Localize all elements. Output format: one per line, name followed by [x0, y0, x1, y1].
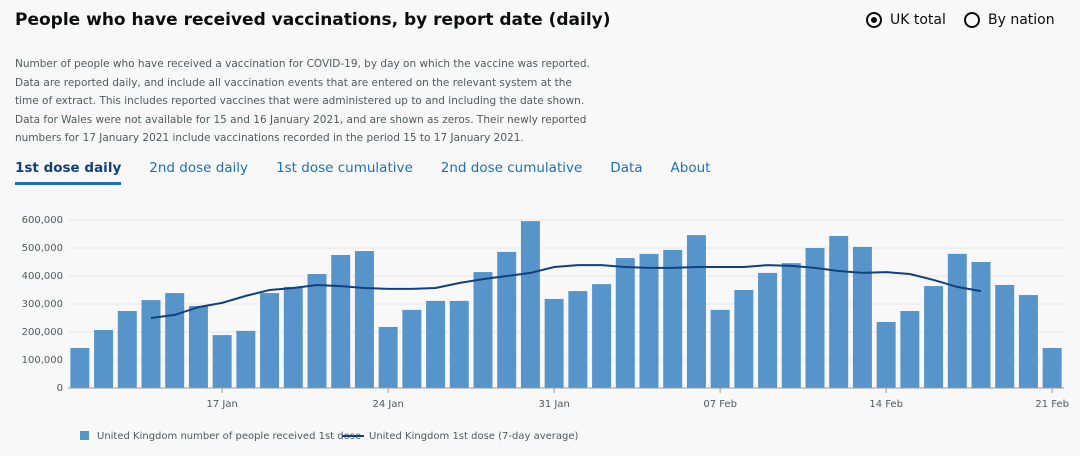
tab[interactable]: 2nd dose cumulative: [440, 160, 583, 176]
bar: [781, 263, 801, 388]
bar: [686, 235, 706, 388]
bar: [710, 309, 730, 388]
bar: [852, 246, 872, 388]
bar: [188, 305, 208, 388]
tab[interactable]: 1st dose cumulative: [276, 160, 413, 176]
x-tick-label: 31 Jan: [538, 399, 569, 410]
bar: [924, 286, 944, 388]
legend-label: United Kingdom number of people received…: [97, 431, 361, 442]
radio-uk[interactable]: UK total: [866, 12, 946, 28]
x-tick-label: 24 Jan: [372, 399, 403, 410]
bar: [236, 330, 256, 388]
bar: [426, 300, 446, 388]
bar: [378, 326, 398, 388]
bar: [876, 321, 896, 388]
bar: [497, 251, 517, 388]
radio-nation[interactable]: By nation: [964, 12, 1055, 28]
desc-line: numbers for 17 January 2021 include vacc…: [15, 132, 524, 144]
bar: [639, 253, 659, 388]
bar: [1018, 295, 1038, 388]
tab[interactable]: 1st dose daily: [15, 160, 122, 185]
y-tick-label: 600,000: [22, 215, 63, 226]
y-tick-label: 0: [57, 383, 63, 394]
bar: [165, 293, 185, 388]
tab[interactable]: Data: [610, 160, 643, 176]
desc-line: Data for Wales were not available for 15…: [15, 113, 587, 126]
y-tick-label: 200,000: [22, 327, 63, 338]
y-tick-label: 300,000: [22, 299, 63, 310]
bar: [94, 330, 114, 388]
bar: [544, 298, 564, 388]
bar: [758, 272, 778, 388]
x-tick-label: 17 Jan: [206, 399, 237, 410]
bar: [971, 262, 991, 388]
y-tick-label: 500,000: [22, 243, 63, 254]
y-tick-label: 400,000: [22, 271, 63, 282]
legend-label: United Kingdom 1st dose (7-day average): [369, 431, 579, 442]
bar: [995, 284, 1015, 388]
bar: [520, 221, 540, 388]
tab[interactable]: 2nd dose daily: [149, 160, 249, 176]
y-tick-label: 100,000: [22, 355, 63, 366]
desc-line: Number of people who have received a vac…: [15, 58, 590, 70]
bar: [331, 255, 351, 388]
radio-label: UK total: [890, 12, 946, 28]
bar: [260, 293, 280, 388]
bar: [449, 300, 469, 388]
tab[interactable]: About: [670, 160, 711, 176]
radio-label: By nation: [988, 12, 1055, 28]
bar: [829, 235, 849, 388]
chart: United Kingdom number of people received…: [22, 215, 1069, 442]
bar: [212, 335, 232, 388]
title: People who have received vaccinations, b…: [15, 10, 611, 30]
bar: [402, 309, 422, 388]
bar: [734, 290, 754, 388]
tabs: 1st dose daily 2nd dose daily 1st dose c…: [15, 160, 710, 185]
bar: [141, 300, 161, 388]
bar: [354, 251, 374, 388]
desc-line: Data are reported daily, and include all…: [15, 76, 572, 89]
bar: [307, 274, 327, 388]
x-tick-label: 07 Feb: [703, 399, 737, 410]
x-tick-label: 14 Feb: [869, 399, 903, 410]
bar: [900, 311, 920, 388]
legend-swatch: [80, 431, 89, 440]
bar: [70, 347, 90, 388]
avg-line: [150, 264, 982, 319]
bar: [117, 311, 137, 388]
description: Number of people who have received a vac…: [15, 55, 590, 148]
bar: [568, 291, 588, 388]
desc-line: time of extract. This includes reported …: [15, 95, 585, 107]
bar: [947, 253, 967, 388]
bar: [283, 286, 303, 388]
bar: [805, 248, 825, 388]
bar: [1042, 347, 1062, 388]
bar: [473, 272, 493, 388]
x-tick-label: 21 Feb: [1035, 399, 1069, 410]
bar: [615, 258, 635, 388]
bar: [592, 284, 612, 388]
bar: [663, 249, 683, 388]
